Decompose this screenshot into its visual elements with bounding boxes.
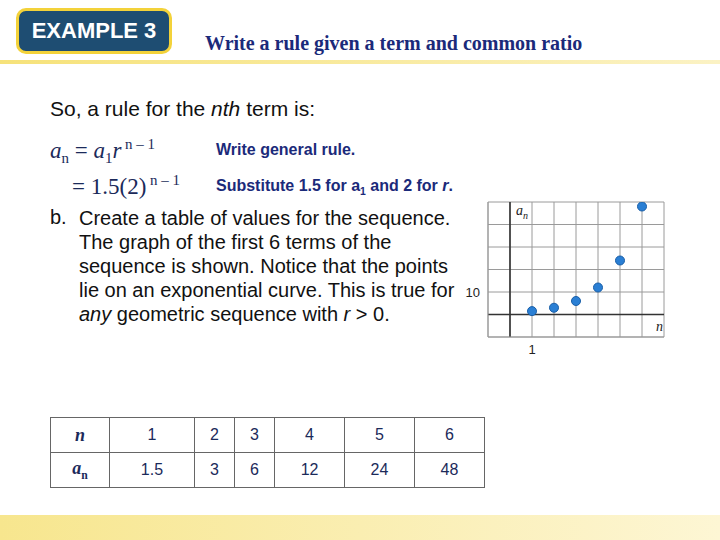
html-text:4: 4: [305, 426, 314, 443]
html-text:6: 6: [445, 426, 454, 443]
html-text:12: 12: [300, 461, 319, 478]
html-text:6: 6: [250, 461, 259, 478]
html-text:24: 24: [370, 461, 389, 478]
html-text:an= a1rn – 1: an= a1rn – 1: [50, 136, 155, 167]
html-text:Create a table of values for t: Create a table of values for the sequenc…: [79, 207, 455, 301]
html-text:5: 5: [375, 426, 384, 443]
html-text:n: n: [75, 424, 85, 445]
html-text:an: an: [72, 458, 88, 482]
svg-text:10: 10: [466, 285, 480, 300]
html-text:= 1.5(2)n – 1: = 1.5(2)n – 1: [72, 172, 180, 199]
html-text:48: 48: [440, 461, 459, 478]
svg-text:1: 1: [528, 342, 535, 357]
html-text:Substitute 1.5 for a1and 2 for: Substitute 1.5 for a1and 2 for r.: [216, 177, 453, 198]
html-text:any geometric sequence with r: any geometric sequence with r > 0.: [79, 303, 390, 325]
html-text:3: 3: [250, 426, 259, 443]
html-text:1.5: 1.5: [140, 461, 164, 478]
html-text:Write general rule.: Write general rule.: [216, 141, 356, 158]
html-text:b.: b.: [50, 206, 67, 228]
html-text:EXAMPLE 3: EXAMPLE 3: [31, 18, 157, 43]
html-text:3: 3: [210, 461, 219, 478]
html-text:2: 2: [210, 426, 219, 443]
html-text:So, a rule for the nth term is: So, a rule for the nth term is:: [50, 97, 315, 120]
svg-text:an: an: [516, 203, 528, 221]
svg-text:n: n: [656, 319, 663, 334]
html-text:Write a rule given a term and: Write a rule given a term and common rat…: [205, 32, 583, 54]
html-text:1: 1: [147, 426, 157, 443]
